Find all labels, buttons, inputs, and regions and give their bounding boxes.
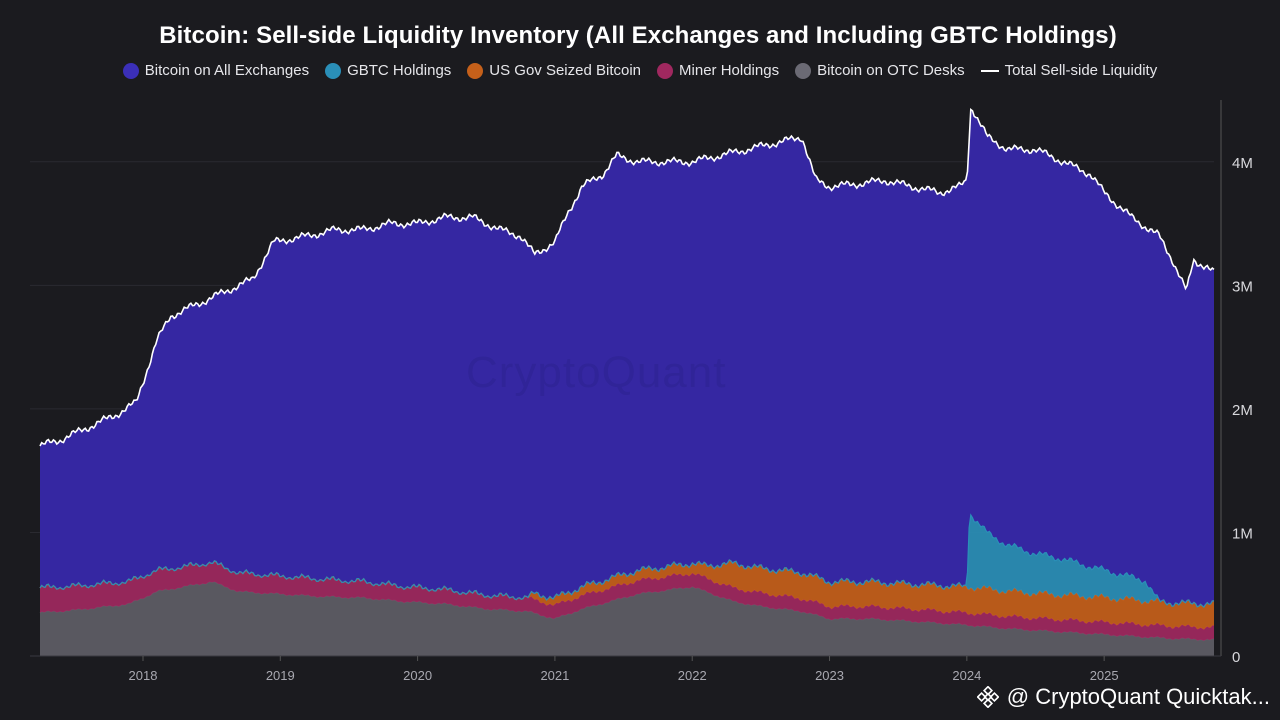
binance-logo-icon [976,686,999,708]
legend-swatch [122,62,139,79]
x-tick-label: 2020 [403,668,432,683]
legend-label: Total Sell-side Liquidity [1004,62,1158,79]
x-tick-label: 2018 [129,668,158,683]
footer-handle: @ CryptoQuant Quicktak... [1006,684,1270,709]
legend-label: Bitcoin on OTC Desks [817,62,965,79]
legend-item-miners[interactable]: Miner Holdings [657,62,779,79]
legend-label: Miner Holdings [679,62,780,79]
area-bitcoin-on-otc-desks [40,581,1214,656]
y-tick-label: 3M [1232,278,1253,295]
footer-attribution: @ CryptoQuant Quicktak... [976,684,1270,710]
area-gbtc-holdings [40,515,1214,608]
legend-label: US Gov Seized Bitcoin [489,62,642,79]
x-tick-label: 2019 [266,668,295,683]
legend-swatch [467,62,484,79]
legend-item-total[interactable]: Total Sell-side Liquidity [980,62,1158,79]
legend-label: GBTC Holdings [347,62,452,79]
line-total-sell-side-liquidity [39,107,1215,447]
chart-title: Bitcoin: Sell-side Liquidity Inventory (… [159,22,1117,49]
x-tick-label: 2021 [540,668,569,683]
x-tick-label: 2024 [952,668,981,683]
legend-swatch [795,62,812,79]
legend-label: Bitcoin on All Exchanges [144,62,310,79]
area-bitcoin-on-all-exchanges [40,109,1214,608]
x-tick-label: 2023 [815,668,844,683]
x-tick-label: 2025 [1090,668,1119,683]
legend-item-us-gov[interactable]: US Gov Seized Bitcoin [467,62,641,79]
watermark: CryptoQuant [466,348,727,397]
legend-item-otc[interactable]: Bitcoin on OTC Desks [795,62,965,79]
y-tick-label: 2M [1232,402,1253,419]
x-tick-label: 2022 [678,668,707,683]
y-tick-label: 4M [1232,155,1253,172]
legend-item-exchanges[interactable]: Bitcoin on All Exchanges [122,62,310,79]
area-gbtc-holdings-edge [39,513,1215,608]
area-miner-holdings [40,561,1214,641]
legend-line-swatch [980,69,999,72]
legend-swatch [657,62,674,79]
chart-legend: Bitcoin on All Exchanges GBTC Holdings U… [0,62,1280,79]
legend-swatch [325,62,342,79]
legend-item-gbtc[interactable]: GBTC Holdings [325,62,451,79]
y-tick-label: 1M [1232,525,1253,542]
y-tick-label: 0 [1232,649,1240,666]
